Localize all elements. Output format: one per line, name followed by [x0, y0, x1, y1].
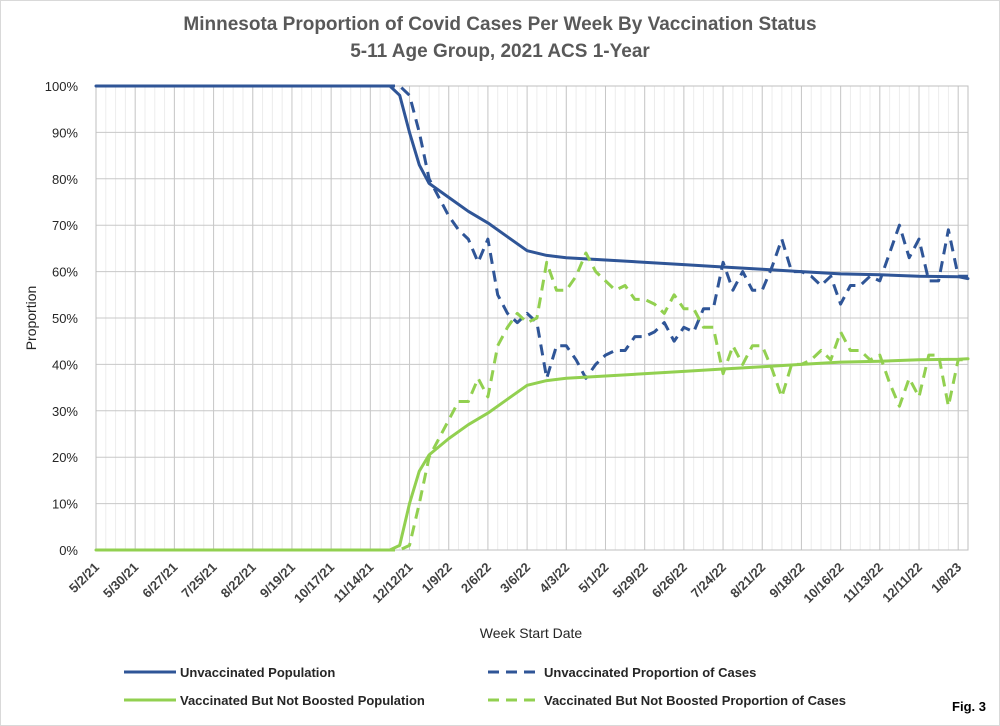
x-axis-title: Week Start Date — [480, 625, 583, 641]
y-tick-label: 100% — [45, 79, 79, 94]
gridlines — [95, 85, 969, 551]
y-tick-label: 90% — [52, 125, 78, 140]
x-tick-label: 7/24/22 — [688, 560, 729, 601]
y-tick-label: 70% — [52, 218, 78, 233]
y-tick-label: 60% — [52, 265, 78, 280]
x-tick-label: 1/9/22 — [419, 560, 455, 596]
x-tick-label: 3/6/22 — [497, 560, 533, 596]
x-tick-label: 8/21/22 — [727, 560, 768, 601]
x-tick-label: 5/2/21 — [66, 560, 102, 596]
x-tick-label: 6/27/21 — [139, 560, 180, 601]
legend-label: Vaccinated But Not Boosted Population — [180, 693, 425, 708]
y-tick-label: 30% — [52, 404, 78, 419]
chart-subtitle: 5-11 Age Group, 2021 ACS 1-Year — [350, 41, 650, 62]
series-line-2 — [96, 84, 968, 380]
y-tick-label: 0% — [59, 543, 78, 558]
y-tick-label: 80% — [52, 172, 78, 187]
x-tick-label: 11/14/21 — [331, 560, 377, 606]
x-tick-label: 5/30/21 — [100, 560, 141, 601]
y-axis-title: Proportion — [23, 286, 39, 351]
x-tick-label: 8/22/21 — [218, 560, 259, 601]
series-line-3 — [94, 357, 970, 552]
x-tick-label: 5/29/22 — [610, 560, 651, 601]
x-tick-label: 7/25/21 — [178, 560, 219, 601]
x-tick-label: 6/26/22 — [649, 560, 690, 601]
tick-labels: 0%10%20%30%40%50%60%70%80%90%100%5/2/215… — [45, 79, 965, 606]
x-tick-label: 10/17/21 — [291, 560, 337, 606]
x-tick-label: 4/3/22 — [536, 560, 572, 596]
x-tick-label: 12/11/22 — [879, 560, 925, 606]
legend-label: Unvaccinated Population — [180, 665, 335, 680]
y-tick-label: 50% — [52, 311, 78, 326]
figure-label: Fig. 3 — [952, 699, 986, 714]
series-lines — [94, 84, 970, 552]
legend: Unvaccinated Population Unvaccinated Prop… — [124, 665, 846, 708]
x-tick-label: 11/13/22 — [840, 560, 886, 606]
legend-label: Vaccinated But Not Boosted Proportion of… — [544, 693, 846, 708]
x-tick-label: 2/6/22 — [458, 560, 494, 596]
x-tick-label: 10/16/22 — [800, 560, 846, 606]
legend-label: Unvaccinated Proportion of Cases — [544, 665, 756, 680]
y-tick-label: 40% — [52, 357, 78, 372]
chart-title: Minnesota Proportion of Covid Cases Per … — [183, 14, 817, 35]
x-tick-label: 1/8/23 — [928, 560, 964, 596]
series-line-4 — [96, 251, 968, 552]
x-tick-label: 5/1/22 — [575, 560, 611, 596]
y-tick-label: 10% — [52, 497, 78, 512]
y-tick-label: 20% — [52, 450, 78, 465]
series-line-1 — [94, 84, 970, 281]
axes — [95, 85, 969, 551]
plot-area-border — [95, 85, 969, 551]
x-tick-label: 12/12/21 — [369, 560, 415, 606]
